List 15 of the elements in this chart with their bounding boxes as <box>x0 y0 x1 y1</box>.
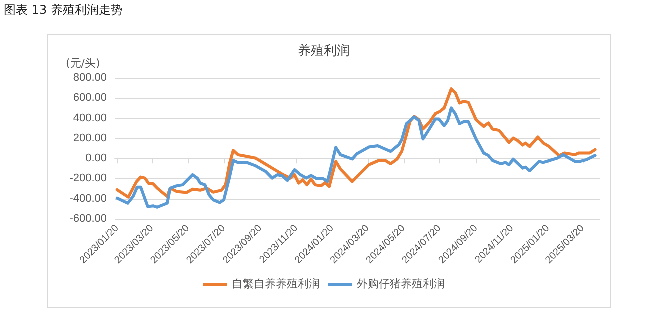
y-tick-label: 0.00 <box>86 152 107 165</box>
y-tick-label: -200.00 <box>70 172 107 185</box>
chart-title: 养殖利润 <box>298 43 350 59</box>
y-tick-label: 600.00 <box>73 92 107 104</box>
y-tick-label: 200.00 <box>73 132 107 144</box>
y-tick-label: -400.00 <box>70 192 107 205</box>
y-tick-label: -600.00 <box>70 213 107 225</box>
line-series <box>116 106 597 209</box>
line-series <box>116 88 597 199</box>
legend-label: 自繁自养养殖利润 <box>232 278 320 290</box>
legend-label: 外购仔猪养殖利润 <box>357 278 445 290</box>
y-tick-label: 800.00 <box>73 72 107 84</box>
y-axis-title: (元/头) <box>66 57 100 70</box>
chart-subtitle: 图表 13 养殖利润走势 <box>4 2 123 19</box>
y-tick-label: 400.00 <box>73 112 107 124</box>
